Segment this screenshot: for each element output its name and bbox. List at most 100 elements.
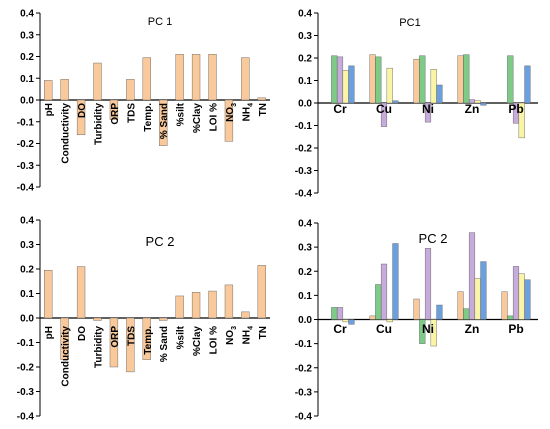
x-tick-label: Ni (422, 102, 434, 116)
bar (369, 54, 376, 104)
bar (331, 55, 338, 104)
chart-title: PC 2 (146, 234, 175, 249)
bar (159, 317, 168, 321)
y-tick-label: -0.2 (17, 139, 35, 150)
bar (336, 56, 344, 104)
bar (474, 100, 481, 104)
bar (348, 65, 355, 104)
y-tick-label: -0.4 (17, 412, 35, 423)
bar (430, 69, 437, 104)
y-tick-label: -0.3 (17, 387, 35, 398)
bar (342, 70, 349, 104)
y-tick-label: -0.4 (295, 412, 313, 423)
bar (76, 99, 86, 135)
bar (424, 248, 432, 320)
x-tick-label: %silt (176, 102, 187, 126)
chart-panel-1: 0.4 0.3 0.2 0.1 0.0 -0.1 -0.2 -0.3 -0.4 PC 1 pH Con… (17, 9, 270, 194)
bar (524, 65, 531, 104)
bar (93, 62, 102, 101)
y-tick-label: 0.2 (298, 267, 312, 278)
chart-title: PC 2 (419, 231, 448, 246)
y-tick-label: -0.1 (295, 339, 313, 350)
x-tick-label: Cr (333, 322, 347, 336)
bar (60, 317, 69, 360)
bar (336, 307, 344, 320)
x-tick-label: Conductivity (61, 326, 72, 387)
bar (413, 58, 420, 104)
y-tick-label: 0.4 (20, 9, 34, 20)
bar (501, 291, 508, 320)
x-tick-label: Conductivity (61, 103, 72, 164)
y-tick-label: 0.2 (20, 52, 34, 63)
y-tick-label: -0.3 (295, 166, 313, 177)
x-tick-label: TDS (126, 103, 137, 123)
bar (436, 84, 443, 104)
x-tick-label: NH4 (241, 103, 254, 121)
bar (208, 290, 217, 319)
bar (93, 317, 102, 321)
y-tick-label: -0.2 (17, 363, 35, 374)
bar (175, 295, 184, 319)
y-tick-label: -0.1 (17, 117, 35, 128)
bar (224, 284, 234, 319)
bar (430, 319, 437, 347)
bar (463, 308, 470, 320)
chart-title: PC1 (399, 17, 420, 29)
bar (109, 99, 119, 120)
y-tick-label: 0.0 (298, 315, 312, 326)
bar (241, 57, 250, 101)
y-tick-label: 0.3 (298, 31, 312, 42)
y-tick-label: -0.1 (295, 121, 313, 132)
y-tick-label: 0.0 (20, 96, 34, 107)
y-tick-label: 0.3 (20, 240, 34, 251)
bar (524, 279, 531, 320)
y-tick-label: 0.0 (298, 99, 312, 110)
bar (419, 55, 426, 104)
bar (191, 292, 201, 319)
bar (480, 261, 487, 320)
x-tick-label: Temp. (143, 103, 154, 132)
x-tick-label: Pb (508, 102, 523, 116)
bar (369, 315, 376, 320)
bar (348, 319, 355, 325)
bar (375, 56, 382, 104)
bar (392, 243, 399, 320)
y-tick-label: -0.2 (295, 363, 313, 374)
x-tick-label: NH4 (241, 326, 254, 344)
bar (142, 317, 151, 360)
x-tick-label: % Sand (159, 326, 170, 362)
y-tick-label: 0.4 (298, 219, 312, 230)
y-tick-label: 0.2 (20, 265, 34, 276)
x-tick-label: Cu (376, 102, 392, 116)
bar (109, 317, 119, 368)
y-tick-label: 0.1 (20, 289, 34, 300)
x-tick-label: Turbidity (94, 103, 105, 145)
bar (380, 102, 388, 127)
x-tick-label: Zn (465, 102, 480, 116)
bar (224, 99, 234, 142)
bar (457, 291, 464, 320)
x-tick-label: NO3 (225, 103, 238, 122)
bar (468, 232, 476, 320)
bar (331, 307, 338, 320)
bar (457, 55, 464, 104)
y-tick-label: 0.3 (298, 243, 312, 254)
bar (44, 80, 53, 101)
x-tick-label: %Clay (192, 326, 203, 356)
bar (507, 55, 514, 104)
x-tick-label: Turbidity (94, 326, 105, 368)
y-tick-label: -0.1 (17, 338, 35, 349)
bar (126, 79, 135, 101)
x-tick-label: DO (77, 326, 88, 341)
y-tick-label: 0.2 (298, 54, 312, 65)
chart-panel-3: 0.4 0.3 0.2 0.1 0.0 -0.1 -0.2 -0.3 -0.4 PC 2 pH Con… (17, 216, 270, 423)
y-tick-label: 0.1 (298, 76, 312, 87)
bar (419, 319, 426, 344)
bar (175, 54, 184, 101)
bar (44, 270, 53, 319)
x-tick-label: Temp. (143, 326, 154, 355)
y-tick-label: 0.3 (20, 30, 34, 41)
bar (512, 266, 520, 320)
chart-panel-4: 0.4 0.3 0.2 0.1 0.0 -0.1 -0.2 -0.3 -0.4 PC 2 Cr Cu N… (295, 219, 538, 423)
